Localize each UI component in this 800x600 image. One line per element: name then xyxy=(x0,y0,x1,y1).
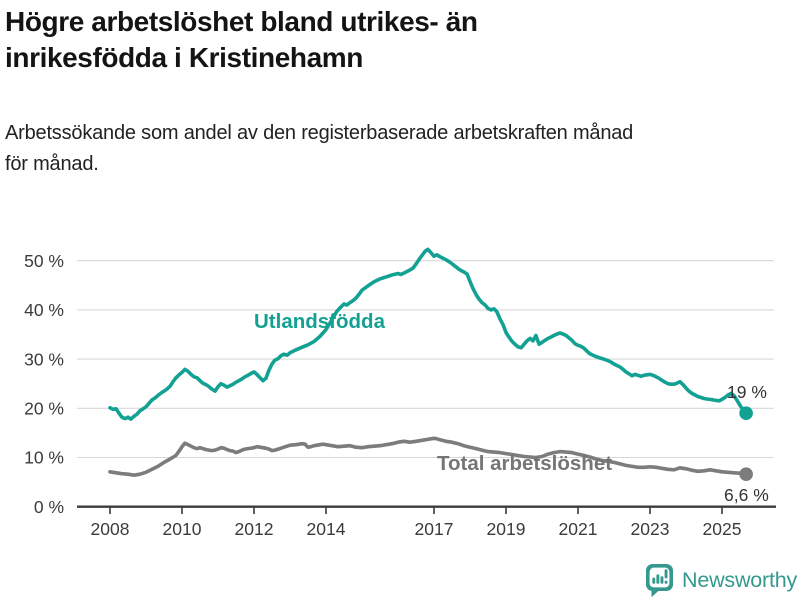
series-label-utlandsfodda: Utlandsfödda xyxy=(254,310,386,333)
series-label-total-arbetsloshet: Total arbetslöshet xyxy=(437,452,612,475)
x-axis-tick-label: 2023 xyxy=(631,519,670,539)
x-axis-tick-label: 2019 xyxy=(487,519,526,539)
chart-subtitle-line-2: för månad. xyxy=(5,153,99,175)
x-axis-tick-label: 2008 xyxy=(91,519,130,539)
y-axis-tick-label: 20 % xyxy=(24,399,64,419)
x-axis-tick-label: 2025 xyxy=(703,519,742,539)
y-axis-tick-label: 50 % xyxy=(24,251,64,271)
bar-chart-speech-bubble-icon xyxy=(646,564,673,598)
y-axis-tick-label: 30 % xyxy=(24,349,64,369)
y-axis-tick-label: 0 % xyxy=(34,497,64,517)
page-title: Högre arbetslöshet bland utrikes- än inr… xyxy=(5,4,478,76)
page-title-line-1: Högre arbetslöshet bland utrikes- än xyxy=(5,6,478,37)
chart-subtitle: Arbetssökande som andel av den registerb… xyxy=(5,118,633,180)
x-axis-tick-label: 2021 xyxy=(559,519,598,539)
x-axis-tick-label: 2017 xyxy=(415,519,454,539)
brand-name: Newsworthy xyxy=(682,568,798,592)
series-line-utlandsfodda xyxy=(108,247,748,421)
newsworthy-logo[interactable]: Newsworthy xyxy=(645,563,797,598)
x-axis-tick-label: 2014 xyxy=(307,519,346,539)
chart-subtitle-line-1: Arbetssökande som andel av den registerb… xyxy=(5,122,634,144)
end-value-label-utlandsfodda: 19 % xyxy=(727,382,767,402)
y-axis-tick-label: 10 % xyxy=(24,448,64,468)
end-dot-total-arbetsloshet xyxy=(739,467,753,482)
x-axis-tick-label: 2010 xyxy=(163,519,202,539)
series-line-total-arbetsloshet xyxy=(108,436,748,477)
x-axis-tick-label: 2012 xyxy=(235,519,274,539)
end-value-label-total-arbetsloshet: 6,6 % xyxy=(724,485,769,505)
page-title-line-2: inrikesfödda i Kristinehamn xyxy=(5,42,363,73)
y-axis-tick-label: 40 % xyxy=(24,300,64,320)
end-dot-utlandsfodda xyxy=(739,406,753,421)
